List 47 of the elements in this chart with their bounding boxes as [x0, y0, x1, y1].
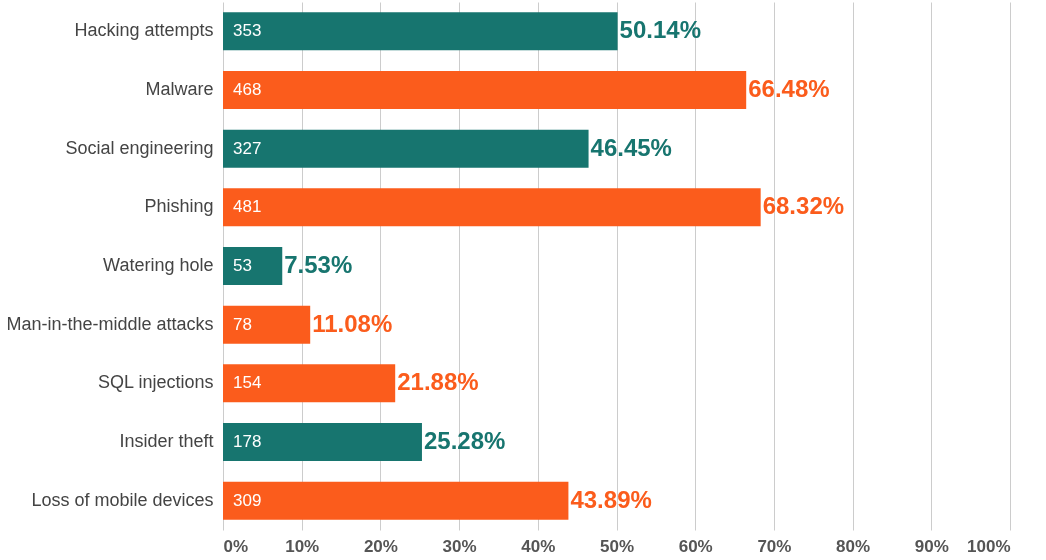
bar	[223, 188, 761, 227]
y-tick-label: Insider theft	[119, 431, 214, 451]
annotation: 353	[233, 21, 262, 41]
x-tick-label: 20%	[363, 536, 398, 556]
bar	[223, 305, 311, 344]
bar	[223, 364, 396, 403]
annotation: 327	[233, 138, 262, 158]
x-tick-label: 0%	[223, 536, 249, 556]
x-tick-label: 90%	[914, 536, 949, 556]
x-tick-label: 30%	[442, 536, 477, 556]
bar	[223, 247, 283, 285]
data-label: 50.14%	[619, 16, 702, 44]
bar	[223, 423, 422, 461]
x-tick-label: 60%	[678, 536, 713, 556]
y-tick-label: Malware	[145, 79, 214, 99]
x-tick-label: 50%	[599, 536, 635, 556]
y-tick-label: Loss of mobile devices	[31, 489, 214, 510]
y-tick-label: Social engineering	[65, 137, 214, 158]
x-tick-label: 10%	[285, 536, 320, 556]
bar	[223, 12, 618, 51]
data-label: 25.28%	[423, 427, 506, 454]
data-label: 66.48%	[748, 75, 830, 102]
y-tick-label: Watering hole	[103, 255, 214, 275]
x-tick-label: 80%	[836, 536, 871, 556]
annotation: 178	[233, 432, 262, 451]
data-label: 21.88%	[397, 368, 479, 396]
annotation: 468	[233, 80, 262, 99]
data-label: 11.08%	[312, 309, 393, 337]
annotation: 481	[233, 197, 262, 217]
x-tick-label: 70%	[757, 536, 792, 556]
bar	[223, 71, 747, 109]
annotation: 78	[233, 314, 252, 334]
x-tick-label: 40%	[521, 536, 556, 556]
data-label: 7.53%	[284, 251, 353, 278]
data-label: 46.45%	[590, 133, 672, 161]
annotation: 154	[233, 373, 262, 393]
annotation: 53	[233, 256, 252, 275]
data-label: 43.89%	[570, 485, 652, 513]
x-tick-label: 100%	[967, 536, 1011, 556]
bar	[223, 481, 569, 520]
y-tick-label: SQL injections	[98, 372, 214, 393]
y-tick-label: Phishing	[144, 196, 214, 217]
y-tick-label: Hacking attempts	[74, 20, 214, 41]
y-tick-label: Man-in-the-middle attacks	[6, 313, 214, 334]
data-label: 68.32%	[762, 192, 845, 220]
bar	[223, 129, 589, 168]
annotation: 309	[233, 490, 262, 510]
